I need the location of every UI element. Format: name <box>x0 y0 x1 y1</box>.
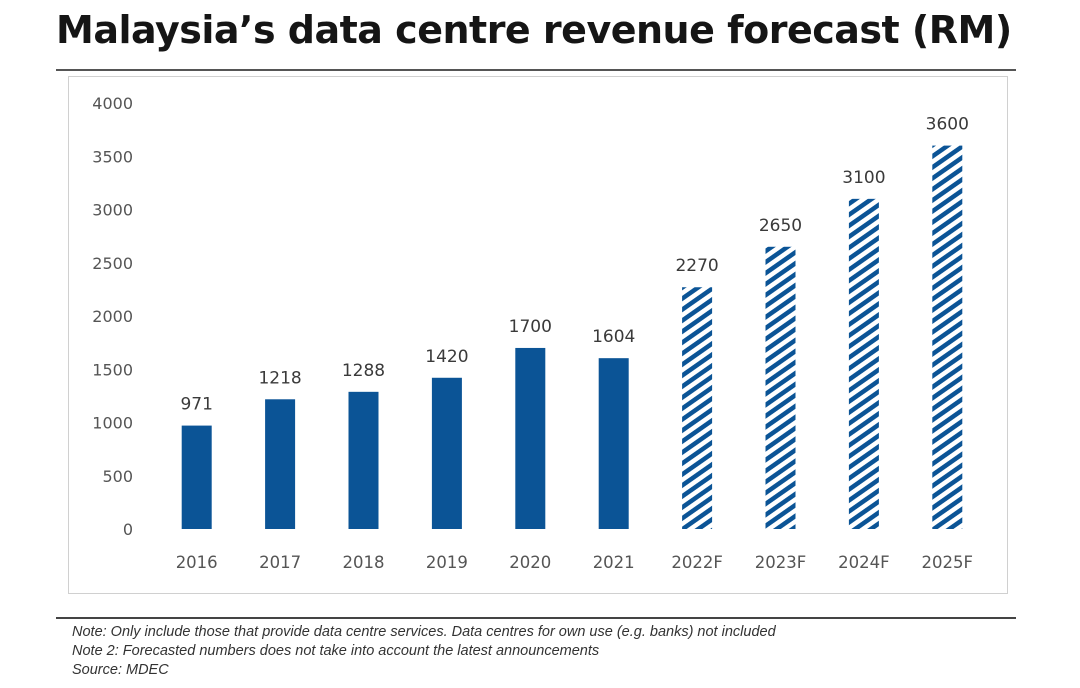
title-divider <box>56 69 1016 71</box>
data-label: 1700 <box>509 317 552 337</box>
y-tick-label: 3500 <box>92 147 133 166</box>
data-label: 2270 <box>675 256 718 276</box>
note-1: Note: Only include those that provide da… <box>72 624 776 640</box>
bar <box>515 347 546 529</box>
y-tick-label: 2500 <box>92 254 133 273</box>
data-labels: 971 1218 1288 1420 1700 1604 2270 2650 3100 3600 <box>180 115 968 415</box>
x-tick-label: 2019 <box>426 553 468 572</box>
y-axis: 0 500 1000 1500 2000 2500 3000 3500 4000 <box>92 94 133 539</box>
x-tick-label: 2016 <box>176 553 218 572</box>
chart-title: Malaysia’s data centre revenue forecast … <box>56 8 1012 52</box>
note-2: Note 2: Forecasted numbers does not take… <box>72 643 600 659</box>
y-tick-label: 3000 <box>92 201 133 220</box>
x-tick-label: 2023F <box>755 553 806 572</box>
y-tick-label: 1000 <box>92 414 133 433</box>
chart-frame: 0 500 1000 1500 2000 2500 3000 3500 4000 2016 201… <box>68 76 1008 594</box>
notes-divider <box>56 617 1016 619</box>
data-label: 1604 <box>592 327 635 347</box>
data-label: 3600 <box>926 115 969 135</box>
bar <box>598 358 629 529</box>
notes: Note: Only include those that provide da… <box>72 623 776 680</box>
y-tick-label: 1500 <box>92 360 133 379</box>
bar-series <box>181 145 963 529</box>
x-tick-label: 2022F <box>671 553 722 572</box>
y-tick-label: 4000 <box>92 94 133 113</box>
data-label: 971 <box>180 395 212 415</box>
bar <box>181 425 212 529</box>
source-note: Source: MDEC <box>72 662 169 678</box>
data-label: 3100 <box>842 168 885 188</box>
data-label: 1420 <box>425 347 468 367</box>
data-label: 1218 <box>258 368 301 388</box>
x-tick-label: 2021 <box>593 553 635 572</box>
x-tick-label: 2018 <box>343 553 385 572</box>
x-axis: 2016 2017 2018 2019 2020 2021 2022F 2023F 2024F 2… <box>176 553 973 572</box>
x-tick-label: 2025F <box>922 553 973 572</box>
bar <box>348 391 379 529</box>
forecast-bar <box>848 198 879 529</box>
x-tick-label: 2017 <box>259 553 301 572</box>
bar <box>431 377 462 529</box>
data-label: 2650 <box>759 216 802 236</box>
x-tick-label: 2024F <box>838 553 889 572</box>
data-label: 1288 <box>342 361 385 381</box>
y-tick-label: 0 <box>123 520 133 539</box>
forecast-bar <box>765 246 796 529</box>
forecast-bar <box>932 145 963 529</box>
y-tick-label: 2000 <box>92 307 133 326</box>
x-tick-label: 2020 <box>509 553 551 572</box>
bar <box>265 399 296 529</box>
y-tick-label: 500 <box>102 467 133 486</box>
forecast-bar <box>682 287 713 529</box>
